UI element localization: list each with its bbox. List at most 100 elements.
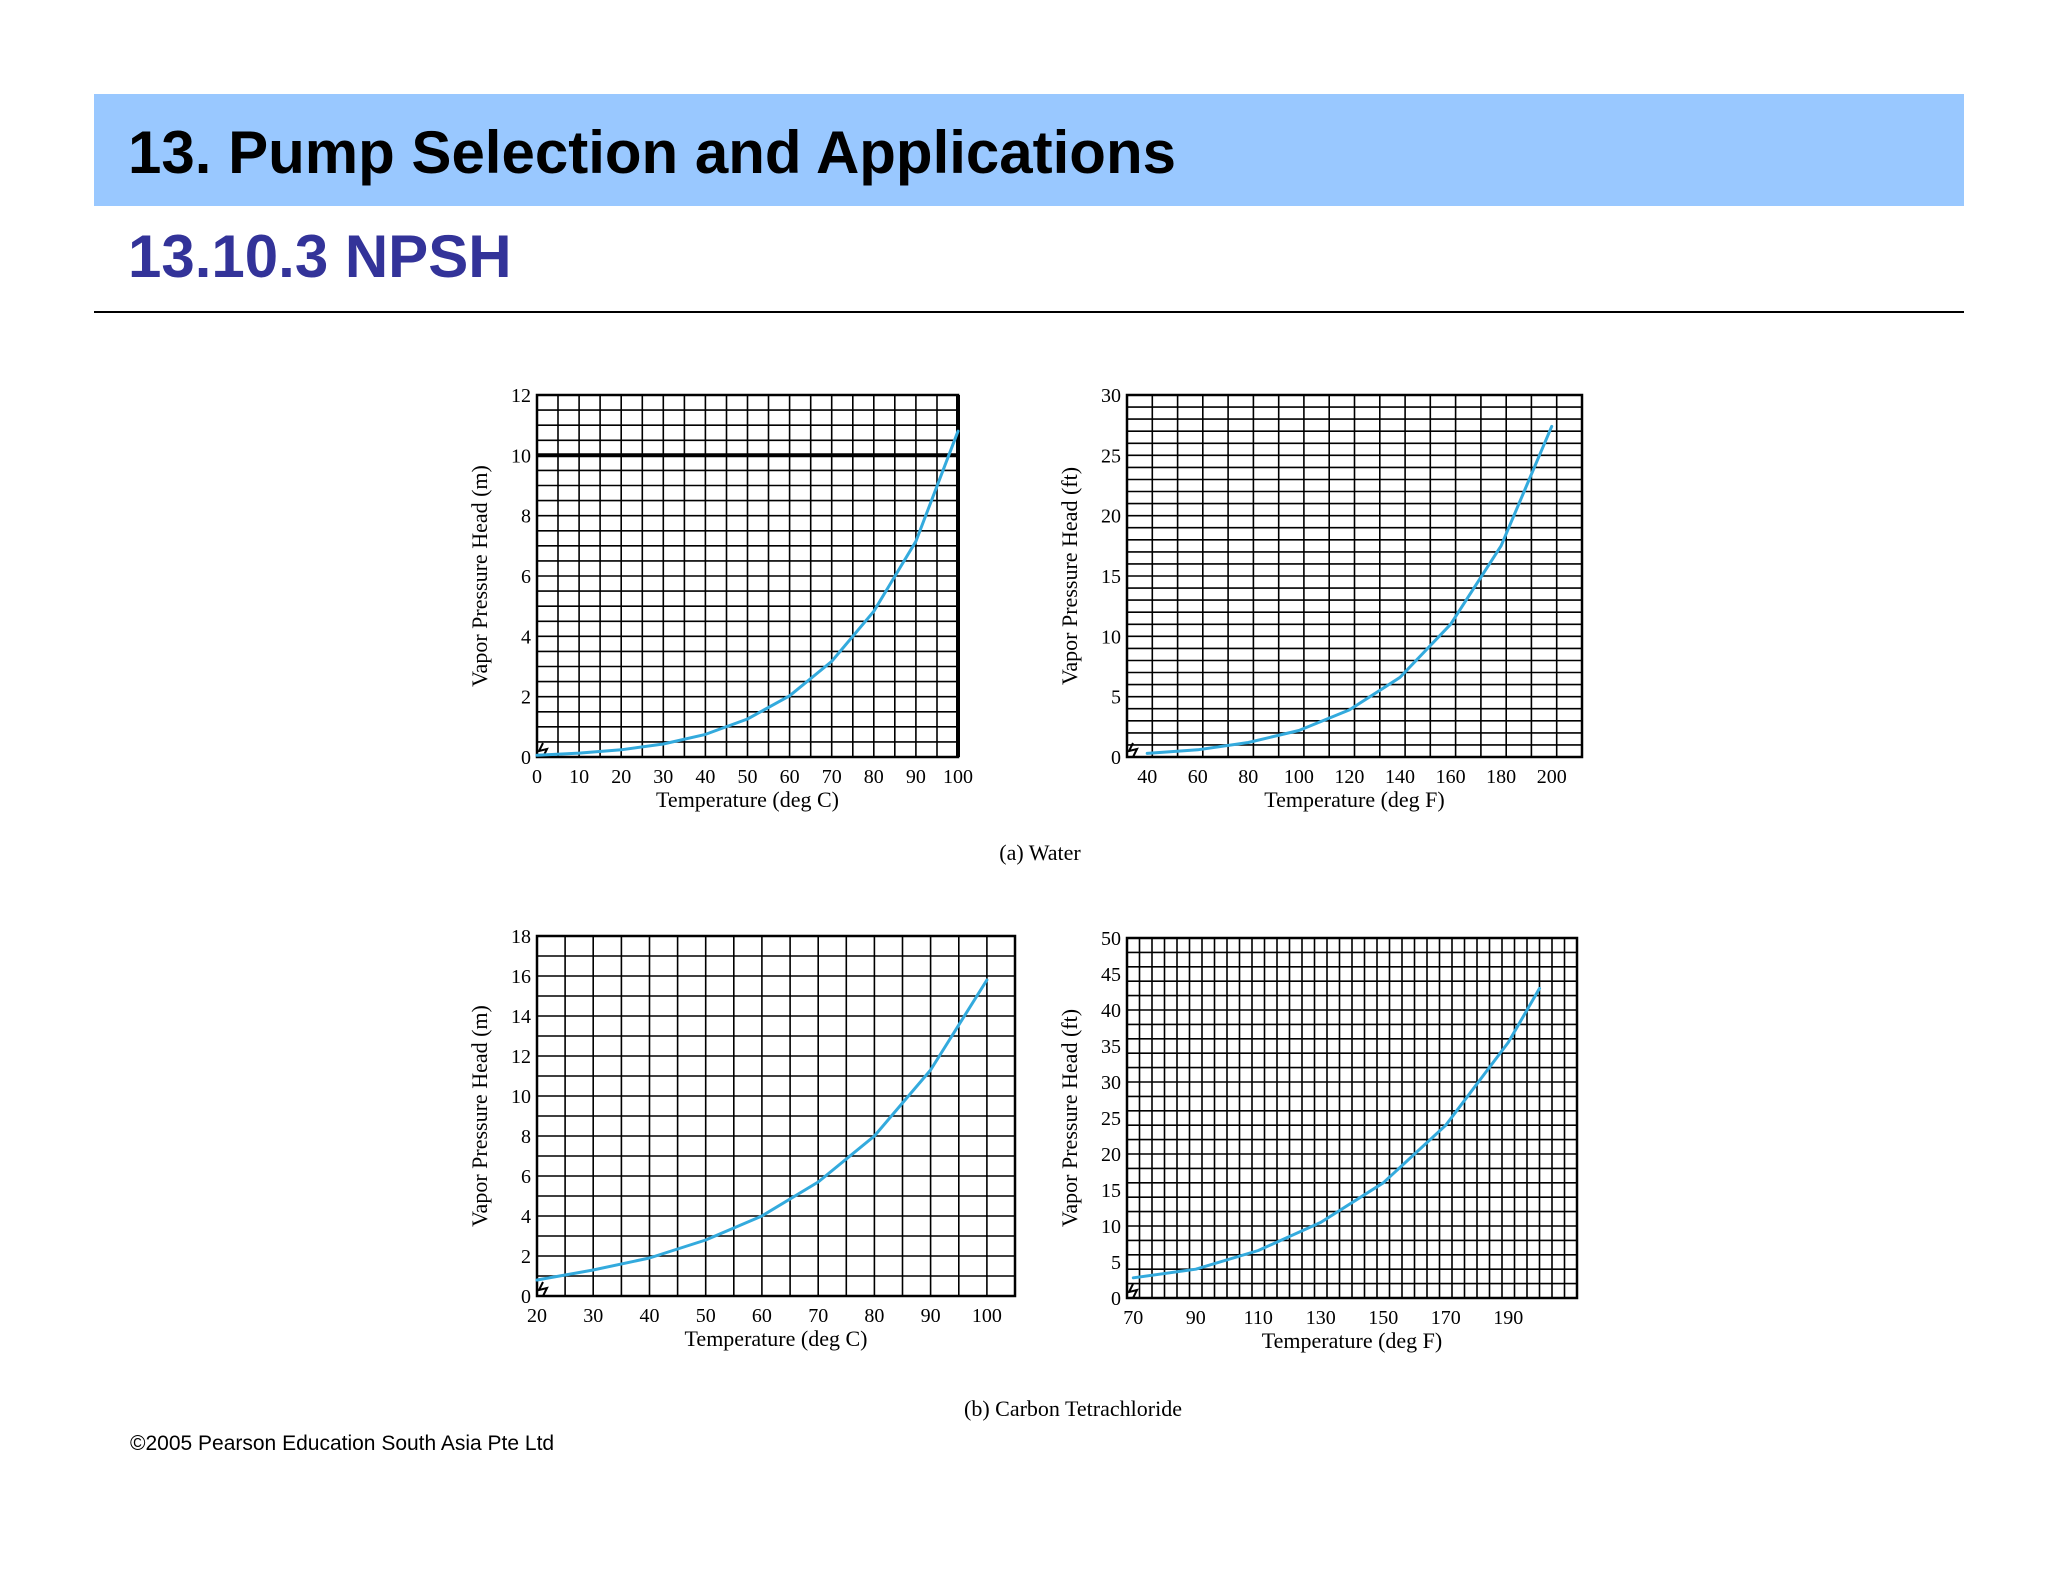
- y-tick-label: 18: [511, 926, 531, 948]
- y-axis-label: Vapor Pressure Head (ft): [1057, 467, 1082, 685]
- x-tick-label: 80: [864, 766, 884, 788]
- y-tick-label: 15: [1101, 1180, 1121, 1202]
- x-tick-label: 30: [653, 766, 673, 788]
- x-tick-label: 60: [780, 766, 800, 788]
- y-tick-label: 30: [1101, 385, 1121, 407]
- y-axis-label: Vapor Pressure Head (ft): [1057, 1009, 1082, 1227]
- x-tick-label: 200: [1537, 766, 1567, 788]
- y-tick-label: 10: [511, 1086, 531, 1108]
- x-tick-label: 50: [696, 1305, 716, 1327]
- x-tick-label: 90: [921, 1305, 941, 1327]
- y-tick-label: 25: [1101, 1108, 1121, 1130]
- x-tick-label: 100: [972, 1305, 1002, 1327]
- x-tick-label: 70: [822, 766, 842, 788]
- title-rule: [94, 311, 1964, 313]
- y-tick-label: 20: [1101, 1144, 1121, 1166]
- x-tick-label: 90: [1186, 1307, 1206, 1329]
- chart-ccl4-celsius: 20 30 40 50 60 70 80 90 100 0 2 4 6 8 10 12 14 16 18 Temper…: [467, 926, 1017, 1351]
- x-tick-label: 40: [695, 766, 715, 788]
- y-tick-label: 45: [1101, 964, 1121, 986]
- y-tick-label: 10: [1101, 626, 1121, 648]
- x-tick-label: 60: [1188, 766, 1208, 788]
- copyright-footer: ©2005 Pearson Education South Asia Pte L…: [130, 1432, 555, 1455]
- vapor-pressure-curve: [1145, 424, 1554, 755]
- slide-title: 13. Pump Selection and Applications: [128, 119, 1176, 186]
- grid-lines: [1126, 394, 1583, 758]
- y-tick-label: 14: [511, 1006, 531, 1028]
- x-tick-label: 30: [583, 1305, 603, 1327]
- y-axis-label: Vapor Pressure Head (m): [467, 465, 492, 687]
- vapor-pressure-curve: [1131, 986, 1541, 1280]
- x-tick-label: 120: [1334, 766, 1364, 788]
- x-tick-label: 0: [532, 766, 542, 788]
- y-tick-label: 40: [1101, 1000, 1121, 1022]
- x-tick-label: 70: [808, 1305, 828, 1327]
- x-tick-label: 10: [569, 766, 589, 788]
- y-tick-label: 0: [1111, 747, 1121, 769]
- chart-water-fahrenheit: 40 60 80 100 120 140 160 180 200 0 5 10 15 20 25 30 Temp…: [1057, 385, 1584, 812]
- y-tick-label: 12: [511, 385, 531, 407]
- grid-lines: [1126, 937, 1578, 1299]
- y-tick-label: 6: [521, 566, 531, 588]
- slide-subtitle: 13.10.3 NPSH: [128, 223, 512, 290]
- plot-frame: [1125, 936, 1579, 1300]
- x-tick-label: 160: [1436, 766, 1466, 788]
- x-axis-label: Temperature (deg C): [656, 787, 839, 812]
- y-tick-label: 12: [511, 1046, 531, 1068]
- y-tick-label: 0: [1111, 1288, 1121, 1310]
- y-tick-label: 5: [1111, 687, 1121, 709]
- x-axis-label: Temperature (deg F): [1262, 1328, 1443, 1353]
- grid-lines: [536, 935, 1016, 1297]
- axis-break-mark: [1127, 1283, 1139, 1299]
- y-tick-label: 0: [521, 1286, 531, 1308]
- x-axis-label: Temperature (deg F): [1264, 787, 1445, 812]
- chart-ccl4-fahrenheit: 70 90 110 130 150 170 190 0 5 10 15 20 25 30 35 40 45 50 T…: [1057, 928, 1579, 1353]
- x-tick-label: 110: [1244, 1307, 1273, 1329]
- x-tick-label: 80: [1238, 766, 1258, 788]
- y-tick-label: 6: [521, 1166, 531, 1188]
- y-tick-label: 20: [1101, 506, 1121, 528]
- y-tick-label: 0: [521, 747, 531, 769]
- caption-water: (a) Water: [999, 840, 1081, 865]
- vapor-pressure-curve: [535, 429, 960, 757]
- grid-lines: [536, 394, 960, 758]
- y-tick-label: 25: [1101, 445, 1121, 467]
- x-tick-label: 20: [611, 766, 631, 788]
- axis-break-mark: [537, 1281, 549, 1297]
- y-tick-label: 2: [521, 687, 531, 709]
- x-tick-label: 190: [1493, 1307, 1523, 1329]
- x-tick-label: 20: [527, 1305, 547, 1327]
- y-tick-label: 10: [511, 445, 531, 467]
- x-tick-label: 40: [1137, 766, 1157, 788]
- y-tick-label: 8: [521, 506, 531, 528]
- y-tick-label: 15: [1101, 566, 1121, 588]
- plot-frame: [1125, 393, 1584, 759]
- plot-frame: [535, 934, 1017, 1298]
- y-tick-label: 30: [1101, 1072, 1121, 1094]
- y-axis-label: Vapor Pressure Head (m): [467, 1005, 492, 1227]
- x-tick-label: 100: [943, 766, 973, 788]
- y-tick-label: 4: [521, 1206, 531, 1228]
- axis-break-mark: [1127, 742, 1139, 758]
- x-tick-label: 150: [1368, 1307, 1398, 1329]
- x-tick-label: 100: [1284, 766, 1314, 788]
- x-tick-label: 40: [640, 1305, 660, 1327]
- y-tick-label: 16: [511, 966, 531, 988]
- x-axis-label: Temperature (deg C): [685, 1326, 868, 1351]
- y-tick-label: 50: [1101, 928, 1121, 950]
- y-tick-label: 10: [1101, 1216, 1121, 1238]
- x-tick-label: 50: [738, 766, 758, 788]
- x-tick-label: 140: [1385, 766, 1415, 788]
- caption-carbon-tetrachloride: (b) Carbon Tetrachloride: [964, 1396, 1182, 1421]
- x-tick-label: 80: [864, 1305, 884, 1327]
- y-tick-label: 4: [521, 626, 531, 648]
- x-tick-label: 130: [1306, 1307, 1336, 1329]
- x-tick-label: 90: [906, 766, 926, 788]
- y-tick-label: 5: [1111, 1252, 1121, 1274]
- y-tick-label: 35: [1101, 1036, 1121, 1058]
- vapor-pressure-curve: [535, 978, 989, 1282]
- y-tick-label: 2: [521, 1246, 531, 1268]
- x-tick-label: 70: [1123, 1307, 1143, 1329]
- y-tick-label: 8: [521, 1126, 531, 1148]
